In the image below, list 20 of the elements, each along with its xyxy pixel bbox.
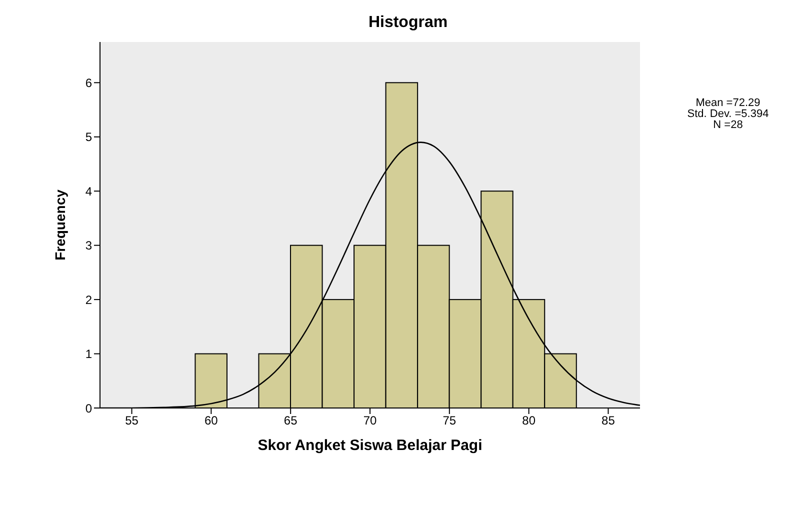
y-tick-label: 6 [85,76,92,90]
x-tick-label: 55 [125,414,139,428]
y-tick-label: 5 [85,130,92,144]
y-tick-label: 2 [85,292,92,307]
y-axis-title: Frequency [52,189,68,260]
y-tick-label: 0 [85,401,92,416]
text: Std. Dev. =5.394 [686,108,770,120]
x-tick-label: 85 [602,414,616,428]
text: Mean =72.29 [694,97,762,109]
x-axis-title: Skor Angket Siswa Belajar Pagi [258,437,482,454]
x-tick-label: 80 [522,414,536,428]
y-tick-label: 4 [85,184,92,198]
x-tick-label: 75 [442,414,456,428]
y-tick-label: 3 [85,238,92,253]
x-tick-label: 70 [363,414,377,428]
y-tick-label: 1 [85,347,92,362]
chart-title: Histogram [367,14,449,32]
x-tick-label: 65 [284,414,298,428]
x-tick-label: 60 [204,414,218,428]
text: N =28 [712,119,744,131]
